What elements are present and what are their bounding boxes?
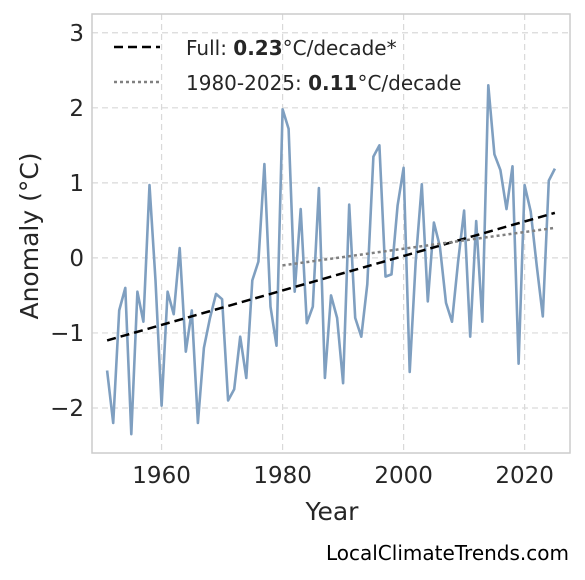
x-axis-ticks: 1960 1980 2000 2020 — [132, 463, 554, 489]
y-axis-ticks: −2 −1 0 1 2 3 — [50, 21, 84, 422]
y-tick-label: 0 — [69, 246, 84, 272]
y-tick-label: −2 — [50, 396, 84, 422]
series-layer — [105, 84, 557, 436]
legend-recent-label: 1980-2025: 0.11°C/decade — [186, 71, 461, 95]
trend-layer — [106, 211, 556, 342]
y-axis-title: Anomaly (°C) — [15, 152, 44, 319]
x-tick-label: 2000 — [374, 463, 433, 489]
anomaly-series-line — [105, 84, 557, 436]
legend-recent-value: 0.11 — [308, 71, 357, 95]
x-tick-label: 1980 — [253, 463, 312, 489]
legend: Full: 0.23°C/decade* 1980-2025: 0.11°C/d… — [114, 36, 461, 95]
legend-recent-suffix: °C/decade — [357, 71, 461, 95]
legend-recent-prefix: 1980-2025: — [186, 71, 308, 95]
x-axis-title: Year — [305, 497, 360, 526]
y-tick-label: 1 — [69, 171, 84, 197]
y-tick-label: 2 — [69, 96, 84, 122]
legend-full-label: Full: 0.23°C/decade* — [186, 36, 397, 60]
x-tick-label: 2020 — [495, 463, 554, 489]
watermark-text: LocalClimateTrends.com — [326, 541, 569, 565]
x-tick-label: 1960 — [132, 463, 191, 489]
full-trend-line — [106, 211, 556, 342]
recent-trend-line — [282, 226, 556, 267]
legend-full-suffix: °C/decade* — [283, 36, 397, 60]
y-tick-label: 3 — [69, 21, 84, 47]
legend-full-value: 0.23 — [233, 36, 282, 60]
plot-frame — [91, 13, 571, 454]
y-tick-label: −1 — [50, 321, 84, 347]
legend-full-prefix: Full: — [186, 36, 233, 60]
